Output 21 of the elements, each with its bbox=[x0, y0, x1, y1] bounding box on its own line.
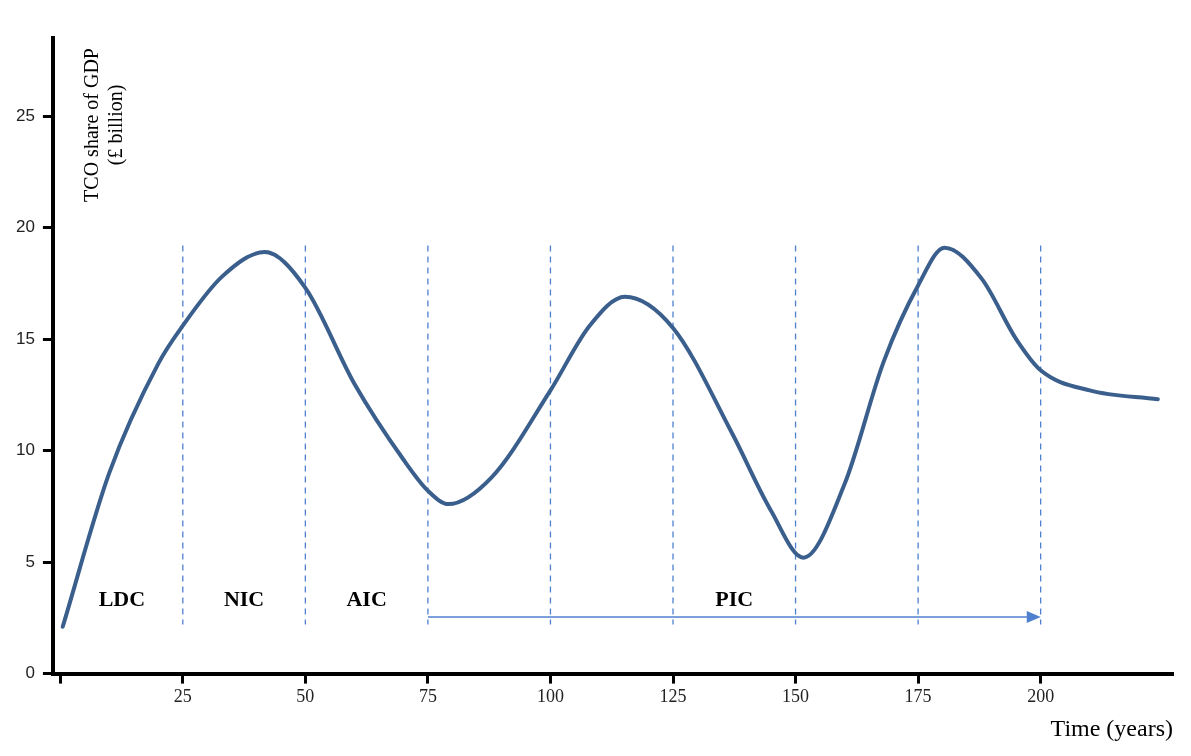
y-tick-label: 15 bbox=[15, 328, 35, 348]
y-tick-label: 20 bbox=[15, 217, 35, 237]
x-tick-label: 150 bbox=[782, 686, 810, 707]
y-tick-label: 25 bbox=[15, 105, 35, 125]
y-tick-label: 10 bbox=[15, 440, 35, 460]
line-series bbox=[60, 245, 1160, 629]
x-tick-label: 200 bbox=[1027, 686, 1055, 707]
annotation: NIC bbox=[223, 586, 265, 612]
x-tick-label: 175 bbox=[904, 686, 932, 707]
x-tick-label: 75 bbox=[418, 686, 437, 707]
y-tick-label: 0 bbox=[25, 663, 35, 683]
x-tick-label: 50 bbox=[296, 686, 315, 707]
x-tick-label: 100 bbox=[536, 686, 564, 707]
annotation: PIC bbox=[715, 586, 754, 612]
x-tick-label: 125 bbox=[659, 686, 687, 707]
x-axis-title: Time (years) bbox=[1050, 714, 1173, 741]
y-tick-label: 5 bbox=[25, 551, 35, 571]
y-axis-title: TCO share of GDP (£ billion) bbox=[80, 48, 128, 202]
annotation: AIC bbox=[346, 586, 387, 612]
x-tick-label: 25 bbox=[173, 686, 192, 707]
annotation: LDC bbox=[98, 586, 146, 612]
